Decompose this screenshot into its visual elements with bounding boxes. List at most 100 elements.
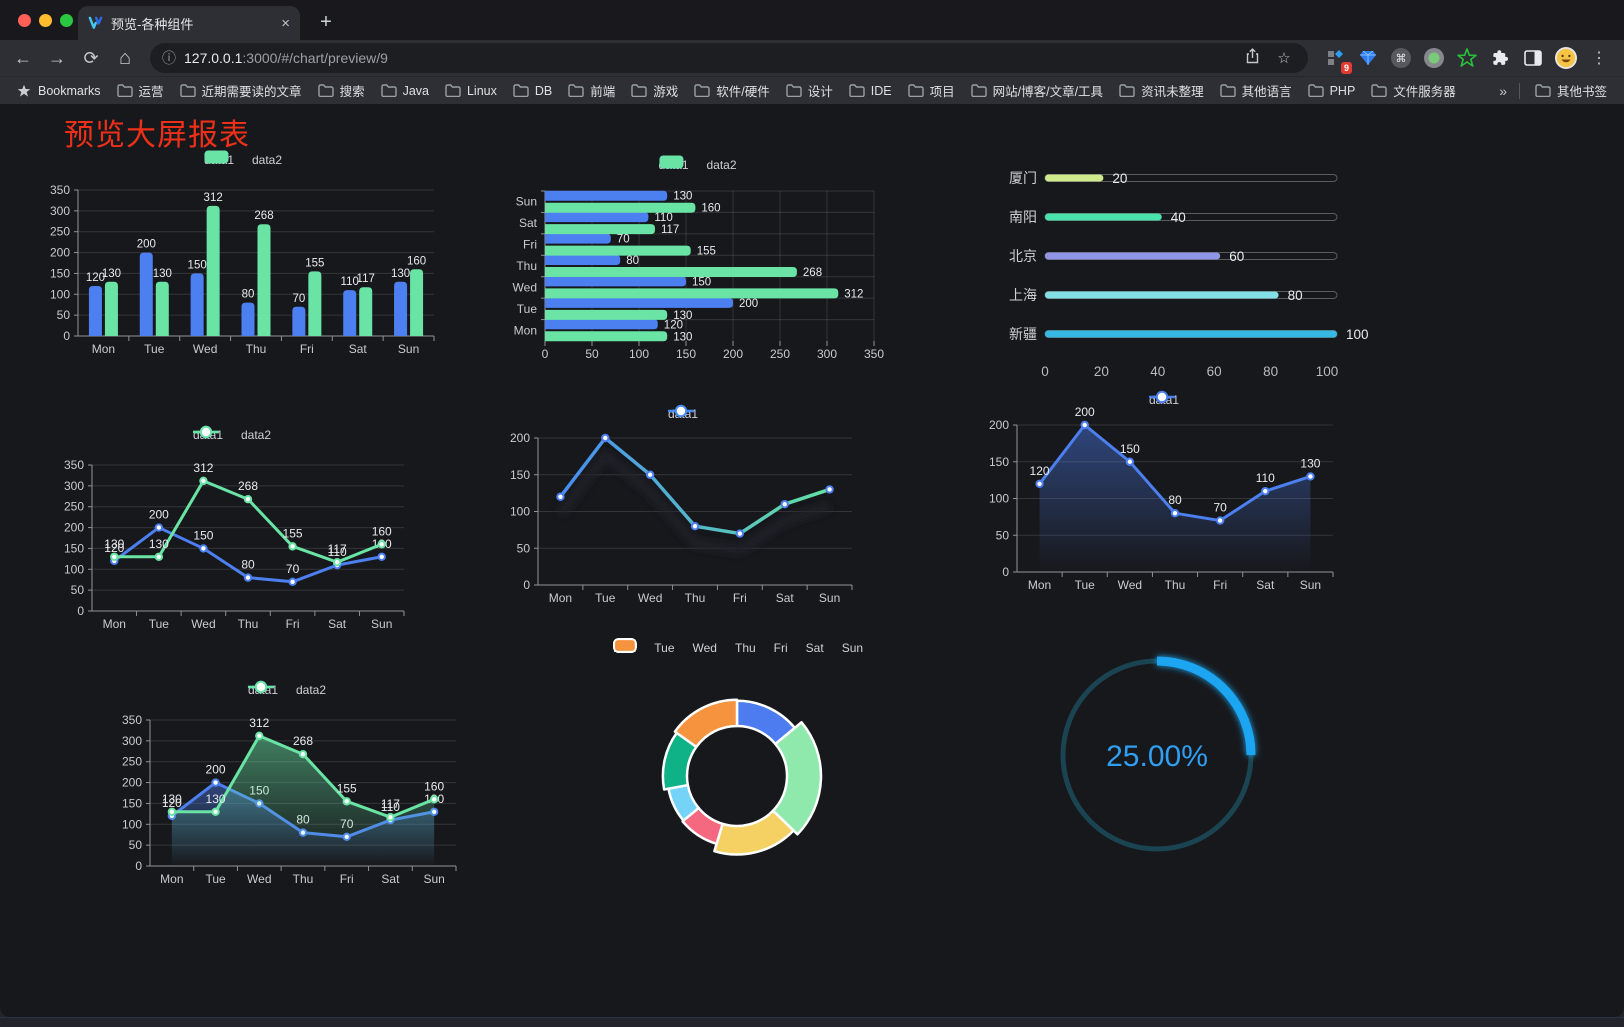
svg-text:20: 20 xyxy=(1094,364,1109,379)
chart-legend[interactable]: data1data2 xyxy=(204,150,282,170)
url-text[interactable]: 127.0.0.1:3000/#/chart/preview/9 xyxy=(184,50,388,66)
extension-command-icon[interactable]: ⌘ xyxy=(1388,45,1414,71)
svg-text:300: 300 xyxy=(64,479,84,493)
bookmark-folder[interactable]: 资讯未整理 xyxy=(1112,78,1211,103)
svg-text:Sun: Sun xyxy=(398,342,419,356)
svg-text:130: 130 xyxy=(673,191,692,203)
extension-star-icon[interactable] xyxy=(1454,45,1480,71)
svg-text:150: 150 xyxy=(122,796,142,810)
extension-gem-icon[interactable] xyxy=(1355,45,1381,71)
svg-text:312: 312 xyxy=(193,461,213,475)
address-bar[interactable]: ⓘ 127.0.0.1:3000/#/chart/preview/9 ☆ xyxy=(150,43,1308,73)
bookmark-folder[interactable]: 前端 xyxy=(561,78,622,103)
bookmark-folder[interactable]: 网站/博客/文章/工具 xyxy=(964,78,1110,103)
svg-text:50: 50 xyxy=(996,528,1010,542)
sidebar-toggle-icon[interactable] xyxy=(1520,45,1546,71)
chart-bar-vertical[interactable]: data1data2 0 50 100 150 200 250 300 350 Mon Tue Wed… xyxy=(38,150,448,366)
folder-icon xyxy=(116,84,133,97)
bookmark-folder[interactable]: Linux xyxy=(438,81,504,101)
legend-item-data2[interactable]: data2 xyxy=(247,680,326,697)
chart-progress-bars[interactable]: 厦门 20 南阳 40 北京 60 上海 80 新疆 100 0 20 40 60 80 100 xyxy=(995,160,1369,386)
bookmark-folder[interactable]: 设计 xyxy=(779,78,840,103)
chart-legend[interactable]: data1 xyxy=(667,404,698,424)
profile-avatar[interactable] xyxy=(1553,45,1579,71)
svg-text:200: 200 xyxy=(64,521,84,535)
chart-legend[interactable]: data1data2 xyxy=(192,425,271,445)
chart-area-single[interactable]: data1 0 50 100 150 200 Mon Tue Wed Thu Fri Sat Sun 12… xyxy=(985,390,1343,595)
chart-area-double[interactable]: data1data2 0 50 100 150 200 250 300 350 Mon Tue Wed… xyxy=(106,680,468,892)
extensions-puzzle-icon[interactable] xyxy=(1487,45,1513,71)
other-bookmarks-folder[interactable]: 其他书签 xyxy=(1528,78,1614,103)
bookmark-folder[interactable]: Java xyxy=(374,81,436,101)
svg-text:Thu: Thu xyxy=(1165,578,1186,592)
legend-item-Sun[interactable]: Sun xyxy=(613,638,863,655)
reload-icon[interactable]: ⟳ xyxy=(83,47,99,68)
home-icon[interactable]: ⌂ xyxy=(118,46,132,69)
svg-text:70: 70 xyxy=(1213,501,1227,515)
bookmark-folder[interactable]: PHP xyxy=(1301,81,1363,101)
svg-text:0: 0 xyxy=(77,604,84,618)
legend-item-data1[interactable]: data1 xyxy=(1148,390,1179,407)
bookmark-folder[interactable]: 文件服务器 xyxy=(1364,78,1463,103)
bookmarks-root[interactable]: Bookmarks xyxy=(10,81,108,101)
bookmark-folder[interactable]: 游戏 xyxy=(624,78,685,103)
extensions-area: 9 ⌘ ⋮ xyxy=(1318,45,1616,74)
browser-tab[interactable]: 预览-各种组件 × xyxy=(78,6,300,40)
bookmark-folder[interactable]: 运营 xyxy=(110,78,171,103)
share-icon[interactable] xyxy=(1240,48,1264,68)
chart-bar-horizontal[interactable]: data1data2050100150200250300350Mon120130… xyxy=(505,155,890,369)
legend-item-data2[interactable]: data2 xyxy=(192,425,271,442)
bookmark-folder[interactable]: IDE xyxy=(842,81,899,101)
bookmarks-overflow-chevron[interactable]: » xyxy=(1499,82,1507,99)
legend-item-data2[interactable]: data2 xyxy=(204,150,282,167)
svg-text:北京: 北京 xyxy=(1009,248,1037,264)
legend-item-data2[interactable]: data2 xyxy=(658,155,737,172)
svg-text:160: 160 xyxy=(424,779,444,793)
zoom-window-button[interactable] xyxy=(60,14,73,27)
tab-close-icon[interactable]: × xyxy=(281,14,290,32)
bookmark-folder[interactable]: 软件/硬件 xyxy=(687,78,776,103)
svg-text:117: 117 xyxy=(328,542,347,556)
folder-icon xyxy=(445,84,461,97)
minimize-window-button[interactable] xyxy=(39,14,52,27)
svg-text:Tue: Tue xyxy=(144,342,165,356)
svg-text:200: 200 xyxy=(137,239,156,251)
site-info-icon[interactable]: ⓘ xyxy=(162,50,176,66)
chart-legend[interactable]: data1 xyxy=(1148,390,1179,410)
svg-text:110: 110 xyxy=(341,276,359,288)
svg-text:Wed: Wed xyxy=(191,617,215,631)
forward-icon[interactable]: → xyxy=(48,47,66,68)
chart-line-gradient[interactable]: data1 0 50 100 150 200 Mon Tue Wed Thu Fri Sat Sun xyxy=(498,404,868,609)
legend-item-data1[interactable]: data1 xyxy=(667,404,698,421)
bookmark-folder[interactable]: 近期需要读的文章 xyxy=(173,78,309,103)
svg-text:130: 130 xyxy=(391,268,410,280)
svg-text:Mon: Mon xyxy=(514,323,537,337)
svg-text:Tue: Tue xyxy=(205,872,226,886)
bookmark-folders: 运营 近期需要读的文章 搜索 Java Linux DB 前端 游戏 软件/硬件 设计 IDE 项目 网… xyxy=(110,78,1463,103)
svg-text:Sun: Sun xyxy=(1300,578,1321,592)
chart-legend[interactable]: data1data2 xyxy=(247,680,326,700)
svg-text:130: 130 xyxy=(153,268,172,280)
back-icon[interactable]: ← xyxy=(14,47,32,68)
extension-grid-icon[interactable]: 9 xyxy=(1322,45,1352,74)
bookmark-folder[interactable]: 其他语言 xyxy=(1213,78,1299,103)
bookmark-folder[interactable]: 项目 xyxy=(901,78,962,103)
svg-text:150: 150 xyxy=(1120,442,1140,456)
new-tab-button[interactable]: + xyxy=(320,11,332,33)
bookmark-folder-label: 搜索 xyxy=(339,85,365,99)
extension-record-icon[interactable] xyxy=(1421,45,1447,71)
bookmark-star-icon[interactable]: ☆ xyxy=(1277,50,1291,67)
close-window-button[interactable] xyxy=(18,14,31,27)
chart-line-double[interactable]: data1data2 0 50 100 150 200 250 300 350 Mon Tue Wed… xyxy=(48,425,416,637)
bookmark-folder-label: 文件服务器 xyxy=(1393,85,1456,99)
svg-text:Sun: Sun xyxy=(516,195,537,209)
svg-text:Fri: Fri xyxy=(733,591,747,605)
bookmark-folder[interactable]: DB xyxy=(506,81,559,101)
chart-gauge-percent[interactable]: 25.00% xyxy=(1040,648,1275,883)
gauge-value-label: 25.00% xyxy=(1106,740,1208,773)
bookmark-folder[interactable]: 搜索 xyxy=(311,78,372,103)
browser-menu-icon[interactable]: ⋮ xyxy=(1591,50,1607,67)
chart-legend[interactable]: data1data2 xyxy=(658,155,737,175)
